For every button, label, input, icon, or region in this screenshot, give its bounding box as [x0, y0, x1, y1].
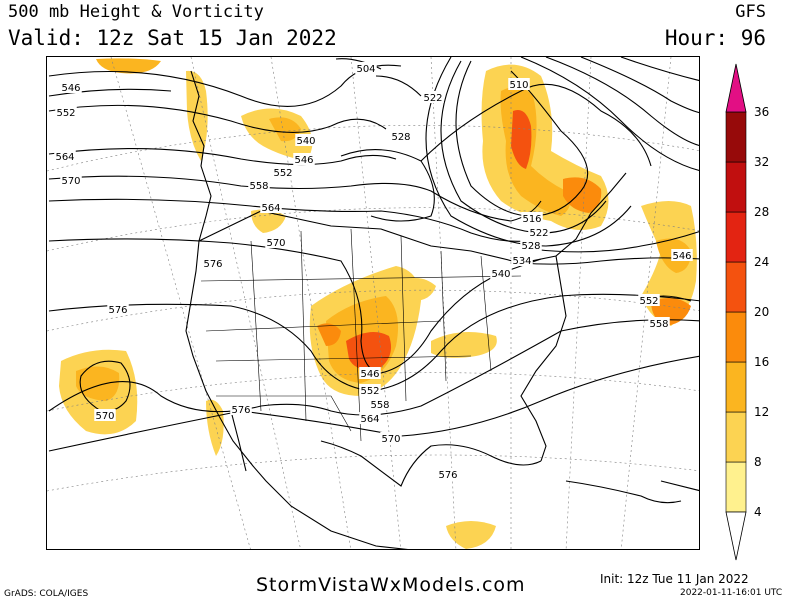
- colorbar-segment: [725, 111, 747, 163]
- contour-label: 552: [273, 168, 292, 179]
- contour-label-bg: [248, 179, 270, 191]
- contour-label: 570: [266, 238, 285, 249]
- contour-label-bg: [490, 267, 512, 279]
- colorbar-segment: [725, 461, 747, 513]
- contour-label-bg: [508, 78, 530, 90]
- contour-label-bg: [107, 303, 129, 315]
- contour-label: 528: [391, 132, 410, 143]
- colorbar-tick-label: 20: [754, 305, 769, 319]
- forecast-hour: Hour: 96: [664, 26, 766, 50]
- contour-label: 522: [529, 228, 548, 239]
- init-time: Init: 12z Tue 11 Jan 2022: [600, 572, 749, 586]
- contour-label: 570: [61, 176, 80, 187]
- colorbar-tick-label: 24: [754, 255, 769, 269]
- contour-label-bg: [293, 153, 315, 165]
- vorticity-colorbar: 4 8 12 16 20 24 28 32 36: [718, 62, 778, 572]
- contour-label-bg: [54, 150, 76, 162]
- colorbar-segment: [725, 211, 747, 263]
- colorbar-high-extension: [725, 63, 747, 113]
- contour-label: 534: [512, 256, 531, 267]
- state-borders: [200, 228, 522, 442]
- vorticity-shading: [59, 58, 697, 549]
- contour-label: 540: [491, 269, 510, 280]
- contour-label: 576: [231, 405, 250, 416]
- contour-label-bg: [202, 257, 224, 269]
- contour-label-bg: [60, 174, 82, 186]
- contour-label: 510: [509, 80, 528, 91]
- contour-label-bg: [265, 236, 287, 248]
- contour-label: 504: [356, 64, 375, 75]
- contour-label-bg: [422, 91, 444, 103]
- colorbar-tick-label: 12: [754, 405, 769, 419]
- contour-label-bg: [230, 403, 252, 415]
- contour-label-bg: [359, 412, 381, 424]
- contour-label: 576: [438, 470, 457, 481]
- contour-label-bg: [359, 367, 381, 379]
- grads-credit: GrADS: COLA/IGES: [4, 589, 89, 599]
- contour-label-bg: [355, 62, 377, 74]
- colorbar-tick-label: 28: [754, 205, 769, 219]
- colorbar-tick-label: 36: [754, 105, 769, 119]
- height-contours: [48, 57, 699, 452]
- contour-label-bg: [521, 212, 543, 224]
- chart-title: 500 mb Height & Vorticity: [8, 2, 264, 22]
- forecast-map: 546 552 564 570 504 522 528 540 546 552 558 564 570 5…: [46, 56, 700, 550]
- contour-label-bg: [648, 317, 670, 329]
- contour-label-bg: [390, 130, 412, 142]
- generation-timestamp: 2022-01-11-16:01 UTC: [680, 588, 783, 598]
- contour-label: 546: [672, 251, 691, 262]
- contour-label-bg: [511, 254, 533, 266]
- contour-label: 522: [423, 93, 442, 104]
- contour-label-bg: [260, 201, 282, 213]
- contour-label: 564: [360, 414, 379, 425]
- colorbar-tick-label: 4: [754, 505, 762, 519]
- contour-label-bg: [671, 249, 693, 261]
- contour-label: 516: [522, 214, 541, 225]
- valid-time: Valid: 12z Sat 15 Jan 2022: [8, 26, 337, 50]
- colorbar-segment: [725, 361, 747, 413]
- contour-label-bg: [638, 294, 660, 306]
- contour-label: 564: [55, 152, 74, 163]
- contour-labels: 5465525645705045225285405465525585645705…: [54, 62, 693, 481]
- contour-label: 552: [360, 386, 379, 397]
- contour-label-bg: [60, 81, 82, 93]
- contour-label: 546: [61, 83, 80, 94]
- colorbar-segment: [725, 411, 747, 463]
- contour-label-bg: [437, 468, 459, 480]
- contour-label-bg: [369, 398, 391, 410]
- contour-label: 564: [261, 203, 280, 214]
- contour-label-bg: [295, 134, 317, 146]
- model-name: GFS: [735, 2, 766, 22]
- colorbar-tick-label: 32: [754, 155, 769, 169]
- map-canvas: 5465525645705045225285405465525585645705…: [47, 57, 699, 549]
- colorbar-segment: [725, 261, 747, 313]
- contour-label-bg: [520, 239, 542, 251]
- contour-label: 570: [95, 411, 114, 422]
- contour-label: 546: [294, 155, 313, 166]
- contour-label-bg: [380, 432, 402, 444]
- contour-label: 540: [296, 136, 315, 147]
- contour-label-bg: [359, 384, 381, 396]
- contour-label: 552: [639, 296, 658, 307]
- contour-label: 558: [370, 400, 389, 411]
- colorbar-low-extension: [725, 511, 747, 561]
- contour-label-bg: [55, 106, 77, 118]
- contour-label-bg: [272, 166, 294, 178]
- contour-label: 528: [521, 241, 540, 252]
- contour-label: 576: [203, 259, 222, 270]
- contour-label: 570: [381, 434, 400, 445]
- colorbar-tick-label: 16: [754, 355, 769, 369]
- contour-label: 558: [649, 319, 668, 330]
- colorbar-canvas: 4 8 12 16 20 24 28 32 36: [725, 63, 769, 561]
- colorbar-tick-label: 8: [754, 455, 762, 469]
- contour-label: 558: [249, 181, 268, 192]
- contour-label: 552: [56, 108, 75, 119]
- contour-label: 576: [108, 305, 127, 316]
- contour-label-bg: [528, 226, 550, 238]
- site-watermark: StormVistaWxModels.com: [256, 574, 526, 596]
- colorbar-segment: [725, 311, 747, 363]
- contour-label: 546: [360, 369, 379, 380]
- colorbar-segment: [725, 161, 747, 213]
- contour-label-bg: [94, 409, 116, 421]
